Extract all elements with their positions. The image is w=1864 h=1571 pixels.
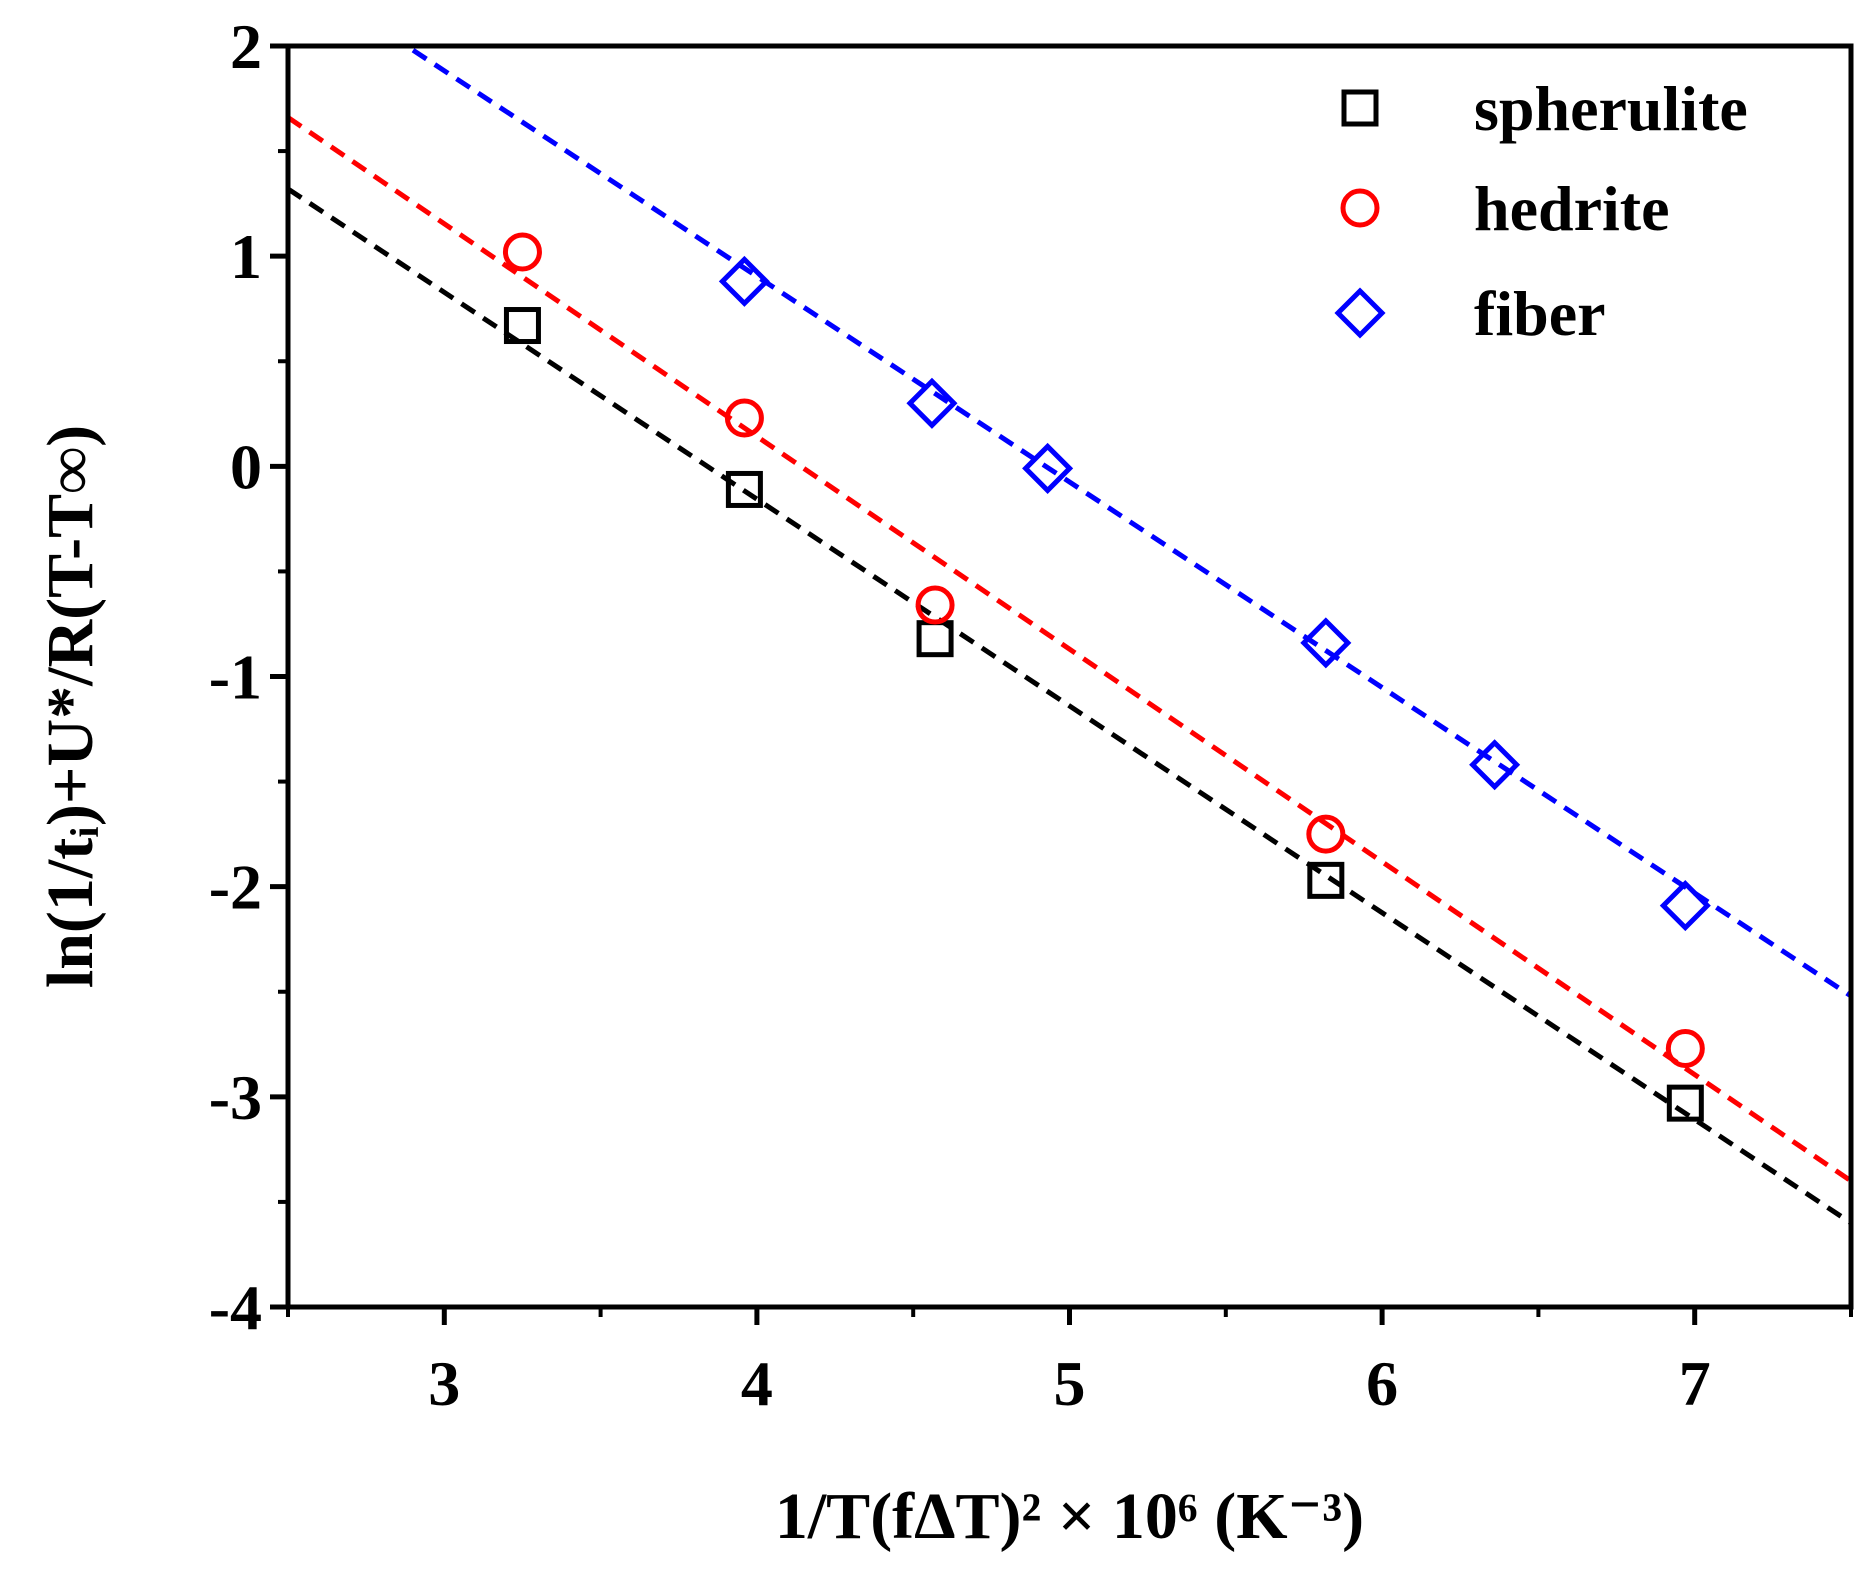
tick-labels: 3 4 5 6 7 -4 -3 -2 -1 0 1 2 — [209, 11, 1711, 1419]
y-axis-label: ln(1/tᵢ)+U*/R(T-T∞) — [34, 425, 107, 988]
fiber-legend-marker — [1334, 287, 1386, 339]
x-tick-label: 6 — [1366, 1348, 1398, 1419]
hedrite-point — [724, 398, 764, 438]
y-tick-label: 1 — [230, 221, 262, 292]
x-tick-label: 4 — [741, 1348, 773, 1419]
hedrite-legend-marker — [1340, 188, 1380, 228]
hedrite-fit-line — [286, 115, 1853, 1183]
fiber-point — [1469, 739, 1521, 791]
spherulite-point — [1666, 1084, 1704, 1122]
y-tick-label: 2 — [230, 11, 262, 82]
fiber-point — [906, 377, 958, 429]
fiber-point — [1659, 880, 1711, 932]
y-tick-label: -4 — [209, 1272, 262, 1343]
data-markers — [502, 232, 1711, 1122]
y-tick-label: 0 — [230, 431, 262, 502]
spherulite-fit-line — [286, 186, 1853, 1226]
spherulite-legend-label: spherulite — [1474, 73, 1748, 144]
y-tick-label: -3 — [209, 1062, 262, 1133]
x-tick-label: 3 — [428, 1348, 460, 1419]
fit-lines — [286, 48, 1853, 1226]
hedrite-point — [1306, 814, 1346, 854]
hedrite-point — [1665, 1028, 1705, 1068]
fiber-legend-label: fiber — [1474, 278, 1606, 349]
spherulite-legend-marker — [1341, 89, 1379, 127]
spherulite-point — [725, 470, 763, 508]
x-tick-label: 7 — [1679, 1348, 1711, 1419]
spherulite-point — [503, 307, 541, 345]
fiber-point — [1022, 442, 1074, 494]
x-axis-label: 1/T(fΔT)² × 10⁶ (K⁻³) — [775, 1480, 1364, 1553]
hedrite-point — [915, 585, 955, 625]
y-tick-label: -1 — [209, 642, 262, 713]
fiber-point — [718, 255, 770, 307]
fiber-fit-line — [411, 48, 1853, 999]
spherulite-point — [916, 620, 954, 658]
hedrite-point — [502, 232, 542, 272]
y-tick-label: -2 — [209, 852, 262, 923]
spherulite-point — [1307, 861, 1345, 899]
x-tick-label: 5 — [1054, 1348, 1086, 1419]
fiber-point — [1300, 617, 1352, 669]
hedrite-legend-label: hedrite — [1474, 173, 1670, 244]
legend: spherulite hedrite fiber — [1334, 73, 1748, 349]
axis-ticks — [270, 43, 1853, 1325]
